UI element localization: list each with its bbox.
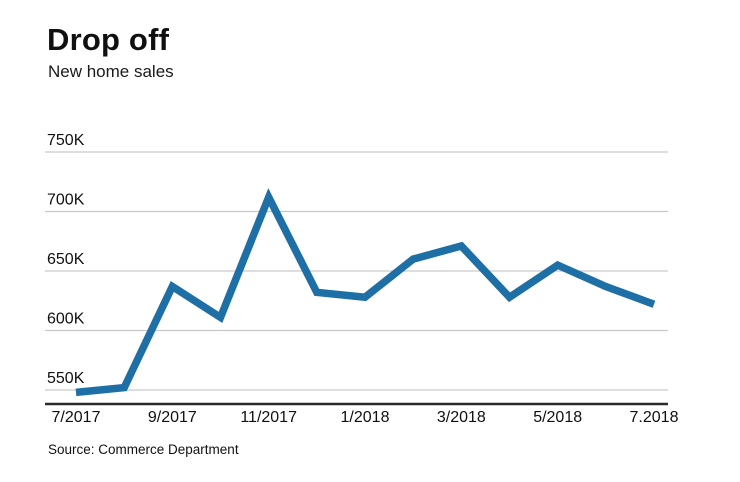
x-axis-label: 9/2017 bbox=[148, 409, 197, 426]
y-axis-label: 650K bbox=[47, 251, 85, 268]
y-axis-label: 750K bbox=[47, 132, 85, 149]
x-axis-label: 7.2018 bbox=[630, 409, 679, 426]
x-axis-label: 11/2017 bbox=[240, 409, 297, 426]
data-line-new-home-sales bbox=[75, 188, 656, 397]
chart-subtitle: New home sales bbox=[48, 62, 174, 81]
x-axis-label: 1/2018 bbox=[341, 409, 390, 426]
y-axis-label: 550K bbox=[47, 370, 85, 387]
y-axis-label: 700K bbox=[47, 192, 85, 209]
x-axis-label: 3/2018 bbox=[437, 409, 486, 426]
y-axis-label: 600K bbox=[47, 311, 85, 328]
chart-title: Drop off bbox=[47, 22, 170, 57]
x-axis-label: 5/2018 bbox=[533, 409, 582, 426]
source-note: Source: Commerce Department bbox=[48, 442, 239, 457]
x-axis-label: 7/2017 bbox=[52, 409, 101, 426]
